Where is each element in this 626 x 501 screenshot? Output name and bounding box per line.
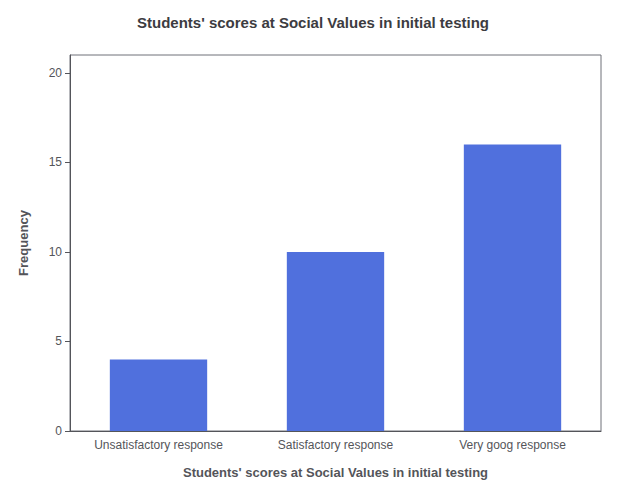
svg-text:0: 0 xyxy=(55,424,62,438)
svg-text:Very goog response: Very goog response xyxy=(459,438,566,452)
svg-text:10: 10 xyxy=(49,245,63,259)
svg-text:Unsatisfactory response: Unsatisfactory response xyxy=(94,438,223,452)
svg-text:Students' scores at Social Val: Students' scores at Social Values in ini… xyxy=(137,14,489,31)
svg-text:Satisfactory response: Satisfactory response xyxy=(278,438,394,452)
svg-text:Frequency: Frequency xyxy=(16,209,31,276)
svg-text:Students' scores at Social Val: Students' scores at Social Values in ini… xyxy=(183,465,488,480)
svg-text:5: 5 xyxy=(55,334,62,348)
svg-text:15: 15 xyxy=(49,155,63,169)
svg-text:20: 20 xyxy=(49,66,63,80)
